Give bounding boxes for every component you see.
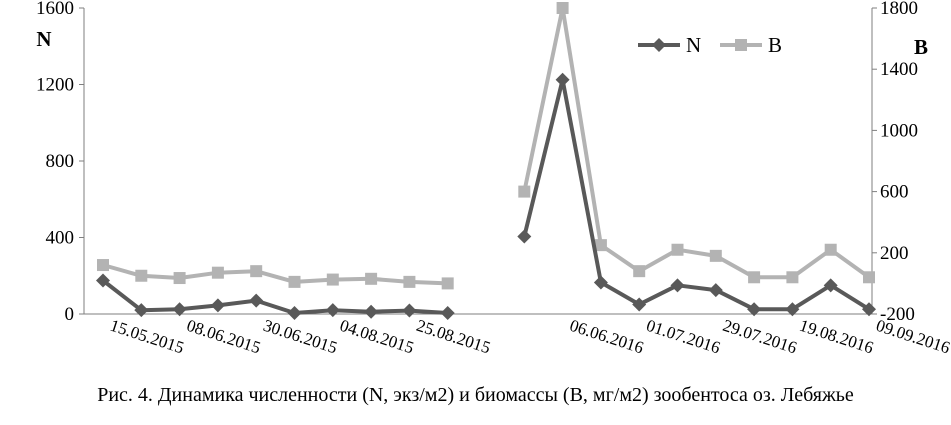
left-tick-label: 0 — [65, 304, 75, 325]
series-N-point — [287, 306, 302, 321]
x-tick-label: 06.06.2016 — [567, 316, 646, 358]
right-tick-label: 600 — [880, 182, 909, 203]
series-N-point — [249, 293, 264, 308]
series-N-point — [555, 72, 570, 87]
left-tick-label: 800 — [46, 151, 75, 172]
x-tick-label: 04.08.2015 — [338, 316, 417, 358]
series-N-point — [747, 302, 762, 317]
x-tick-label: 25.08.2015 — [414, 316, 493, 358]
x-tick-label: 19.08.2016 — [797, 316, 876, 358]
series-N-point — [402, 303, 417, 318]
chart: 0 400 800 1200 1600 -200 200 600 1000 1400 1800 N B 1… — [36, 0, 951, 358]
series-N-point — [440, 306, 455, 321]
series-B-line — [522, 6, 871, 280]
series-B-point — [671, 243, 684, 256]
series-B-point — [748, 271, 761, 284]
series-B-point — [365, 272, 378, 285]
series-N-line — [101, 278, 448, 315]
x-tick-label: 15.05.2015 — [108, 316, 187, 358]
series-N-point — [517, 229, 532, 244]
left-tick-label: 1600 — [36, 0, 74, 19]
series-B-point — [556, 2, 569, 14]
series-N-point — [670, 278, 685, 293]
series-N-point — [325, 303, 340, 318]
x-tick-label: 01.07.2016 — [644, 316, 723, 358]
series-B-point — [824, 243, 837, 256]
legend-B-marker — [735, 39, 747, 51]
series-B-point — [441, 277, 454, 290]
series-N-line — [522, 77, 871, 312]
legend-N-label: N — [686, 33, 701, 57]
series-N-point — [210, 298, 225, 313]
left-axis-title: N — [36, 27, 51, 51]
series-B-point — [594, 239, 607, 252]
right-axis-title: B — [914, 35, 928, 59]
series-B-point — [326, 273, 339, 286]
series-B-point — [135, 269, 148, 282]
series-N-point — [96, 273, 110, 288]
series-B-point — [288, 275, 301, 288]
series-B-point — [211, 266, 224, 279]
series-B-point — [173, 272, 186, 285]
left-tick-label: 1200 — [36, 75, 74, 96]
x-tick-label: 29.07.2016 — [721, 316, 800, 358]
series-B-point — [633, 265, 646, 278]
right-tick-label: 1000 — [880, 120, 918, 141]
x-tick-label: 30.06.2015 — [261, 316, 340, 358]
series-N-point — [364, 304, 379, 319]
legend-B-label: B — [768, 33, 782, 57]
figure-caption: Рис. 4. Динамика численности (N, экз/м2)… — [97, 384, 854, 406]
series-N-point — [172, 302, 187, 317]
right-tick-label: 1800 — [880, 0, 918, 19]
series-N-point — [708, 283, 723, 298]
series-B-point — [518, 185, 531, 198]
x-tick-label: 08.06.2015 — [184, 316, 263, 358]
series-B-point — [709, 249, 722, 262]
series-N-point — [823, 278, 838, 293]
series-B-point — [403, 275, 416, 288]
left-tick-label: 400 — [46, 228, 75, 249]
right-tick-label: 1400 — [880, 59, 918, 80]
series-B-point — [863, 271, 875, 284]
series-N-point — [785, 302, 800, 317]
series-N-point — [862, 302, 876, 317]
series-N-point — [632, 297, 647, 312]
right-tick-label: -200 — [880, 304, 915, 325]
right-tick-label: 200 — [880, 243, 909, 264]
series-B-point — [786, 271, 799, 284]
series-N-point — [134, 303, 149, 318]
series-B-line — [102, 263, 448, 286]
legend-N-marker — [652, 38, 666, 52]
series-B-point — [97, 259, 109, 272]
series-N-point — [593, 275, 608, 290]
series-B-point — [250, 265, 263, 278]
